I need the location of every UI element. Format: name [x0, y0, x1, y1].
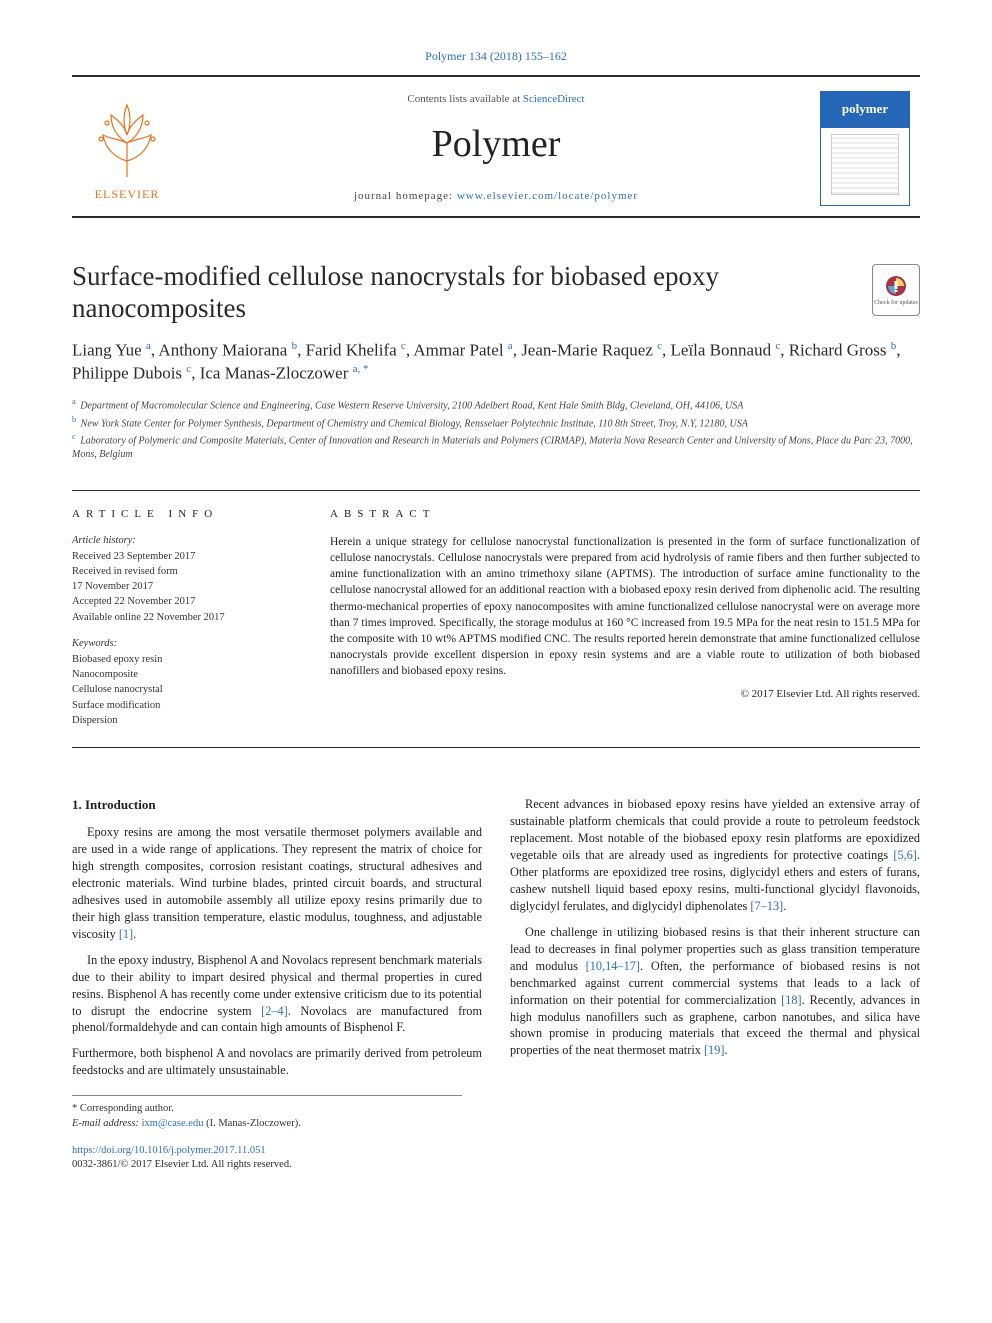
article-info: ARTICLE INFO Article history: Received 2… [72, 507, 302, 729]
homepage-prefix: journal homepage: [354, 190, 457, 202]
email-link[interactable]: ixm@case.edu [142, 1118, 204, 1129]
received-date: Received 23 September 2017 [72, 550, 302, 565]
aff-label: b [72, 415, 76, 424]
title-block: Surface-modified cellulose nanocrystals … [72, 260, 920, 462]
email-name: (I. Manas-Zloczower). [203, 1118, 300, 1129]
elsevier-tree-icon [82, 94, 172, 184]
body-paragraph: Recent advances in biobased epoxy resins… [510, 796, 920, 915]
check-updates-icon [884, 274, 908, 298]
aff-ref[interactable]: c [186, 363, 191, 375]
authors-line: Liang Yue a, Anthony Maiorana b, Farid K… [72, 339, 920, 386]
journal-banner: ELSEVIER Contents lists available at Sci… [72, 75, 920, 218]
citation-link[interactable]: [5,6] [893, 848, 917, 862]
keyword: Nanocomposite [72, 668, 302, 683]
email-label: E-mail address: [72, 1118, 142, 1129]
homepage-link[interactable]: www.elsevier.com/locate/polymer [457, 190, 638, 202]
aff-ref[interactable]: b [891, 340, 897, 352]
check-updates-badge[interactable]: Check for updates [872, 264, 920, 316]
journal-name: Polymer [182, 118, 810, 171]
author: Ica Manas-Zloczower [200, 364, 349, 383]
keyword: Dispersion [72, 714, 302, 729]
aff-text: Laboratory of Polymeric and Composite Ma… [72, 436, 913, 461]
body-paragraph: In the epoxy industry, Bisphenol A and N… [72, 952, 482, 1037]
author: Jean-Marie Raquez [521, 340, 653, 359]
body-paragraph: Epoxy resins are among the most versatil… [72, 824, 482, 943]
author: Richard Gross [789, 340, 887, 359]
abstract-copyright: © 2017 Elsevier Ltd. All rights reserved… [330, 687, 920, 702]
author: Anthony Maiorana [158, 340, 287, 359]
contents-line: Contents lists available at ScienceDirec… [182, 92, 810, 107]
author: Liang Yue [72, 340, 142, 359]
aff-text: Department of Macromolecular Science and… [80, 400, 743, 411]
body-text: . [724, 1043, 727, 1057]
keyword: Surface modification [72, 699, 302, 714]
accepted-date: Accepted 22 November 2017 [72, 595, 302, 610]
body-text: . [133, 927, 136, 941]
aff-ref[interactable]: c [401, 340, 406, 352]
cover-brand-text: polymer [821, 100, 909, 118]
citation-link[interactable]: [1] [119, 927, 133, 941]
publisher-label: ELSEVIER [95, 186, 160, 203]
corr-email-line: E-mail address: ixm@case.edu (I. Manas-Z… [72, 1117, 462, 1132]
corresponding-footnote: * Corresponding author. E-mail address: … [72, 1095, 462, 1131]
affiliation: a Department of Macromolecular Science a… [72, 396, 920, 413]
affiliation: b New York State Center for Polymer Synt… [72, 414, 920, 431]
cover-figure-placeholder [831, 134, 899, 195]
contents-prefix: Contents lists available at [407, 93, 522, 105]
journal-cover-thumb: polymer [820, 91, 910, 206]
publisher-block: ELSEVIER [72, 94, 182, 203]
check-updates-label: Check for updates [874, 300, 918, 306]
homepage-line: journal homepage: www.elsevier.com/locat… [182, 189, 810, 204]
artinfo-heading: ARTICLE INFO [72, 507, 302, 522]
article-title: Surface-modified cellulose nanocrystals … [72, 260, 832, 325]
abstract-heading: ABSTRACT [330, 507, 920, 522]
citation-link[interactable]: [10,14–17] [586, 959, 640, 973]
citation-link[interactable]: [18] [781, 993, 802, 1007]
aff-ref[interactable]: c [775, 340, 780, 352]
author: Ammar Patel [413, 340, 503, 359]
banner-center: Contents lists available at ScienceDirec… [182, 92, 810, 204]
revised-date-a: Received in revised form [72, 565, 302, 580]
keyword: Cellulose nanocrystal [72, 683, 302, 698]
doi-link[interactable]: https://doi.org/10.1016/j.polymer.2017.1… [72, 1144, 920, 1159]
author: Farid Khelifa [306, 340, 397, 359]
online-date: Available online 22 November 2017 [72, 611, 302, 626]
aff-text: New York State Center for Polymer Synthe… [81, 418, 748, 429]
citation-link[interactable]: [19] [704, 1043, 725, 1057]
intro-heading: 1. Introduction [72, 796, 482, 814]
corr-author-label: * Corresponding author. [72, 1102, 462, 1117]
body-text: . [783, 899, 786, 913]
keyword: Biobased epoxy resin [72, 653, 302, 668]
aff-ref[interactable]: b [292, 340, 298, 352]
aff-label: a [72, 397, 76, 406]
citation-link[interactable]: Polymer 134 (2018) 155–162 [72, 48, 920, 65]
body-paragraph: One challenge in utilizing biobased resi… [510, 924, 920, 1060]
citation-link[interactable]: [7–13] [750, 899, 783, 913]
abstract-text: Herein a unique strategy for cellulose n… [330, 534, 920, 679]
cover-block: polymer [810, 91, 920, 206]
abstract: ABSTRACT Herein a unique strategy for ce… [330, 507, 920, 729]
doi-block: https://doi.org/10.1016/j.polymer.2017.1… [72, 1144, 920, 1173]
aff-ref[interactable]: a [508, 340, 513, 352]
aff-ref[interactable]: c [657, 340, 662, 352]
info-abstract-row: ARTICLE INFO Article history: Received 2… [72, 490, 920, 748]
history-label: Article history: [72, 534, 302, 549]
sciencedirect-link[interactable]: ScienceDirect [523, 93, 585, 105]
aff-label: c [72, 432, 76, 441]
aff-ref[interactable]: a, * [353, 363, 369, 375]
author: Philippe Dubois [72, 364, 182, 383]
revised-date-b: 17 November 2017 [72, 580, 302, 595]
keywords-label: Keywords: [72, 637, 302, 652]
affiliations: a Department of Macromolecular Science a… [72, 396, 920, 462]
issn-copyright: 0032-3861/© 2017 Elsevier Ltd. All right… [72, 1158, 920, 1173]
page: Polymer 134 (2018) 155–162 [0, 0, 992, 1213]
citation-link[interactable]: [2–4] [261, 1004, 288, 1018]
affiliation: c Laboratory of Polymeric and Composite … [72, 431, 920, 461]
author: Leïla Bonnaud [671, 340, 772, 359]
body-columns: 1. Introduction Epoxy resins are among t… [72, 796, 920, 1080]
body-text: Epoxy resins are among the most versatil… [72, 825, 482, 941]
body-paragraph: Furthermore, both bisphenol A and novola… [72, 1045, 482, 1079]
body-text: Recent advances in biobased epoxy resins… [510, 797, 920, 862]
aff-ref[interactable]: a [146, 340, 151, 352]
